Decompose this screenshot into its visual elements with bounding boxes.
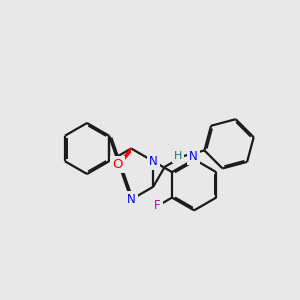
Text: N: N: [189, 149, 198, 163]
Text: F: F: [154, 200, 161, 212]
Text: N: N: [127, 193, 136, 206]
Text: N: N: [149, 155, 158, 168]
Text: H: H: [174, 151, 182, 161]
Text: O: O: [112, 158, 123, 171]
